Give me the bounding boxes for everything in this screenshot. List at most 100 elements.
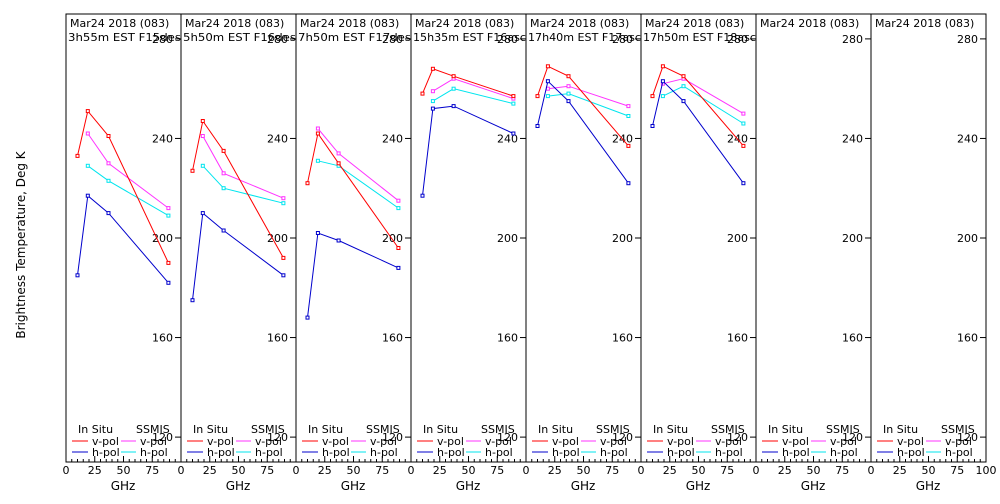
y-tick-label: 160 [497, 332, 518, 345]
y-tick-label: 120 [727, 431, 748, 444]
y-tick-label: 240 [267, 132, 288, 145]
legend-ssmis-vpol-label: v-pol [255, 435, 282, 448]
legend-ssmis-header: SSMIS [711, 423, 745, 436]
panel-7: Mar24 2018 (083) 120 160 200 240 280 0 25 50 75 GH… [753, 13, 872, 493]
data-point-ssmis_h [545, 94, 550, 99]
x-tick-label: 25 [88, 464, 102, 477]
legend-insitu-header: In Situ [653, 423, 688, 436]
legend-insitu-header: In Situ [423, 423, 458, 436]
data-point-insitu_h [305, 315, 310, 320]
series-line-insitu_h [307, 232, 399, 318]
legend-ssmis-hpol-label: h-pol [945, 446, 973, 459]
x-tick-label: 75 [260, 464, 274, 477]
legend-ssmis-hpol-label: h-pol [830, 446, 858, 459]
data-point-insitu_h [75, 273, 80, 278]
data-point-insitu_v [566, 74, 571, 79]
data-point-ssmis_v [85, 131, 90, 136]
y-tick-label: 120 [957, 431, 978, 444]
y-tick-label: 200 [612, 232, 633, 245]
legend-ssmis-header: SSMIS [136, 423, 170, 436]
data-point-insitu_v [681, 74, 686, 79]
legend-ssmis-header: SSMIS [251, 423, 285, 436]
data-point-insitu_v [336, 161, 341, 166]
x-tick-label: 50 [232, 464, 246, 477]
data-point-ssmis_v [166, 206, 171, 211]
data-point-insitu_h [396, 265, 401, 270]
y-tick-label: 160 [957, 332, 978, 345]
y-tick-label: 160 [267, 332, 288, 345]
x-tick-label: 50 [347, 464, 361, 477]
x-tick-label: 75 [375, 464, 389, 477]
y-tick-label: 200 [727, 232, 748, 245]
x-tick-label: 0 [753, 464, 760, 477]
data-point-ssmis_v [396, 198, 401, 203]
y-tick-label: 160 [727, 332, 748, 345]
legend-insitu-header: In Situ [883, 423, 918, 436]
x-axis-label: GHz [456, 479, 481, 493]
data-point-ssmis_h [281, 201, 286, 206]
panel-5: Mar24 2018 (083)17h40m EST F17asc 120 160 2… [523, 13, 642, 493]
data-point-insitu_h [626, 181, 631, 186]
data-point-ssmis_h [741, 121, 746, 126]
legend-ssmis-header: SSMIS [481, 423, 515, 436]
data-point-insitu_h [660, 79, 665, 84]
panel-pass-label: 7h50m EST F17des [298, 31, 411, 44]
x-tick-label: 0 [293, 464, 300, 477]
data-point-insitu_v [75, 153, 80, 158]
data-point-insitu_h [650, 124, 655, 128]
panel-date-label: Mar24 2018 (083) [760, 17, 859, 30]
x-tick-label: 25 [778, 464, 792, 477]
y-tick-label: 280 [152, 33, 173, 46]
data-point-insitu_h [190, 298, 195, 303]
data-point-insitu_v [741, 143, 746, 148]
legend-ssmis-hpol-label: h-pol [600, 446, 628, 459]
y-tick-label: 200 [497, 232, 518, 245]
data-point-insitu_h [106, 211, 111, 216]
x-tick-label: 25 [663, 464, 677, 477]
data-point-ssmis_h [430, 99, 435, 104]
data-point-ssmis_v [221, 171, 226, 176]
y-tick-label: 280 [612, 33, 633, 46]
data-point-ssmis_v [315, 126, 320, 131]
series-line-ssmis_h [87, 165, 169, 217]
panel-date-label: Mar24 2018 (083) [185, 17, 284, 30]
x-tick-label: 50 [462, 464, 476, 477]
data-point-ssmis_h [85, 163, 90, 168]
legend-ssmis-hpol-label: h-pol [370, 446, 398, 459]
data-point-insitu_v [200, 119, 205, 123]
series-line-ssmis_h [432, 88, 514, 105]
y-tick-label: 120 [152, 431, 173, 444]
y-tick-label: 280 [842, 33, 863, 46]
data-point-insitu_h [200, 211, 205, 216]
data-point-insitu_v [660, 64, 665, 69]
legend-ssmis-vpol-label: v-pol [600, 435, 627, 448]
data-point-insitu_v [106, 134, 111, 138]
y-tick-label: 160 [612, 332, 633, 345]
y-tick-label: 200 [152, 232, 173, 245]
x-tick-label: 0 [408, 464, 415, 477]
legend-ssmis-vpol-label: v-pol [370, 435, 397, 448]
x-tick-label: 75 [720, 464, 734, 477]
x-tick-label: 50 [577, 464, 591, 477]
legend-insitu-hpol-label: h-pol [207, 446, 235, 459]
legend-ssmis-vpol-label: v-pol [830, 435, 857, 448]
data-point-ssmis_h [396, 206, 401, 211]
x-axis-label: GHz [111, 479, 136, 493]
x-tick-label: 75 [835, 464, 849, 477]
legend-insitu-hpol-label: h-pol [92, 446, 120, 459]
data-point-insitu_v [166, 260, 171, 265]
data-point-ssmis_v [281, 196, 286, 201]
y-tick-label: 120 [842, 431, 863, 444]
data-point-ssmis_h [566, 91, 571, 96]
data-point-insitu_v [315, 131, 320, 136]
x-tick-label: 50 [922, 464, 936, 477]
y-tick-label: 200 [267, 232, 288, 245]
data-point-insitu_v [430, 66, 435, 71]
y-tick-label: 120 [382, 431, 403, 444]
x-tick-label: 75 [950, 464, 964, 477]
y-tick-label: 280 [727, 33, 748, 46]
x-tick-label: 50 [117, 464, 131, 477]
data-point-insitu_h [741, 181, 746, 186]
data-point-ssmis_h [166, 213, 171, 218]
series-line-ssmis_v [662, 78, 744, 115]
